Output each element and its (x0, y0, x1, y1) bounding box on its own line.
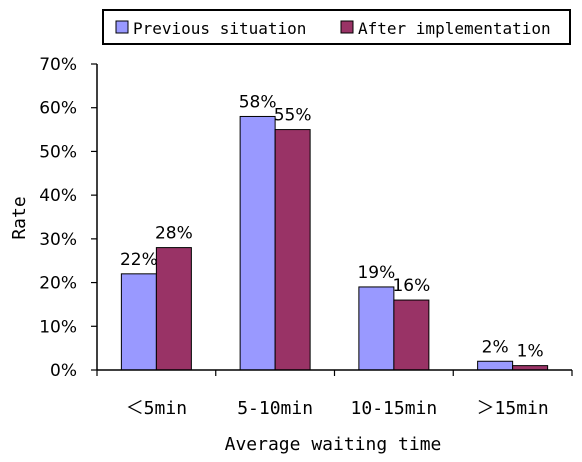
bar (120, 273, 157, 371)
bar (393, 299, 430, 371)
data-label: 1% (517, 342, 544, 362)
bar (274, 129, 311, 371)
x-tick-label: ＜5min (126, 398, 187, 419)
y-axis-title: Rate (9, 196, 30, 239)
y-tick-label: 70% (39, 55, 77, 75)
data-label: 28% (155, 224, 193, 244)
y-tick-label: 60% (39, 99, 77, 119)
data-label: 16% (392, 276, 430, 296)
legend: Previous situation After implementation (102, 9, 571, 45)
legend-label-previous: Previous situation (133, 19, 306, 38)
x-tick-label: 10-15min (351, 398, 438, 419)
x-tick-label: 5-10min (237, 398, 313, 419)
x-axis: ＜5min 5-10min 10-15min ＞15min (96, 369, 573, 419)
legend-label-after: After implementation (358, 19, 551, 38)
y-tick-label: 30% (39, 230, 77, 250)
y-tick-label: 10% (39, 317, 77, 337)
bar (477, 360, 514, 371)
bar (155, 247, 192, 371)
bar (358, 286, 395, 371)
data-label: 2% (482, 337, 509, 357)
bars: 22% 58% 19% 2% 28% 55% 16% 1% (120, 92, 549, 371)
data-label: 58% (239, 92, 277, 112)
data-label: 55% (274, 106, 312, 126)
legend-swatch-previous (115, 20, 129, 34)
x-axis-title: Average waiting time (225, 434, 442, 455)
legend-swatch-after (340, 20, 354, 34)
data-label: 19% (357, 263, 395, 283)
y-tick-label: 40% (39, 186, 77, 206)
y-tick-label: 50% (39, 142, 77, 162)
x-tick-label: ＞15min (477, 398, 549, 419)
data-label: 22% (120, 250, 158, 270)
y-axis: 0% 10% 20% 30% 40% 50% 60% 70% (39, 55, 98, 381)
y-tick-label: 20% (39, 274, 77, 294)
y-tick-label: 0% (50, 361, 77, 381)
bar (239, 115, 276, 371)
legend-box (102, 9, 571, 45)
